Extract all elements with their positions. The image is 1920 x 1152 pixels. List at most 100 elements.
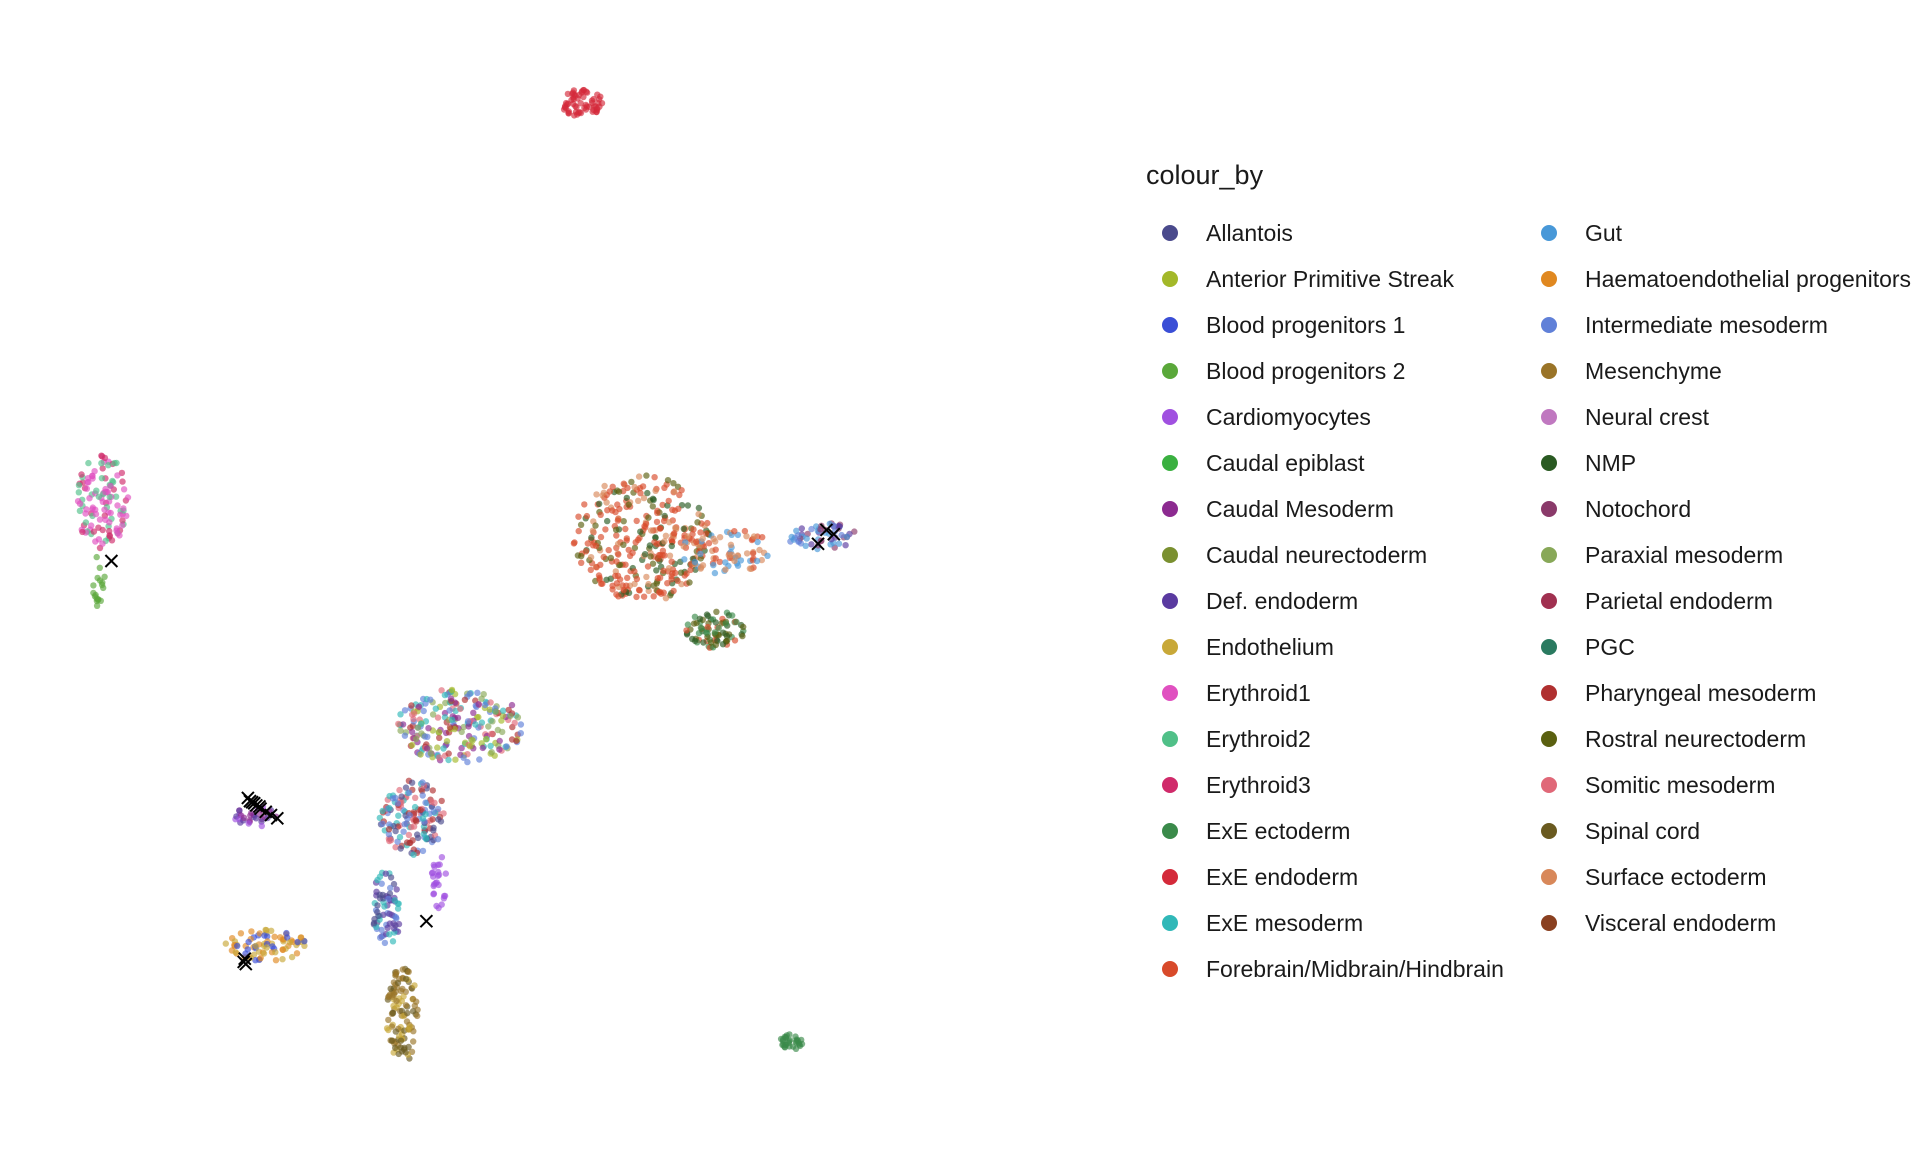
scatter-point [244, 946, 251, 953]
legend-swatch [1541, 639, 1557, 655]
scatter-point [376, 891, 383, 898]
scatter-point [691, 558, 699, 566]
scatter-point [101, 506, 108, 513]
scatter-point [788, 533, 795, 541]
scatter-point [422, 799, 429, 806]
legend-item: Notochord [1541, 486, 1911, 532]
scatter-point [710, 561, 717, 569]
scatter-point [441, 892, 449, 900]
legend-item: Gut [1541, 210, 1911, 256]
scatter-point [405, 1043, 412, 1051]
scatter-point [637, 490, 644, 497]
scatter-point [402, 1049, 409, 1056]
scatter-point [395, 720, 402, 728]
scatter-point [645, 514, 652, 521]
scatter-point [390, 1002, 397, 1010]
scatter-point [107, 482, 114, 490]
legend-label: Spinal cord [1585, 817, 1701, 844]
legend-swatch [1541, 409, 1557, 425]
scatter-point [604, 517, 611, 525]
scatter-point [466, 743, 474, 750]
scatter-point [82, 510, 89, 517]
legend-swatch [1541, 271, 1557, 287]
scatter-point [711, 629, 719, 636]
scatter-point [614, 501, 621, 508]
scatter-point [517, 730, 524, 737]
scatter-point [592, 522, 599, 529]
scatter-point [445, 756, 452, 764]
legend-swatch [1162, 777, 1178, 793]
legend-item: Anterior Primitive Streak [1162, 256, 1504, 302]
scatter-point [649, 503, 656, 510]
scatter-point [507, 712, 514, 720]
scatter-point [90, 582, 97, 589]
scatter-point [93, 602, 101, 609]
scatter-point [429, 869, 436, 876]
legend-swatch [1541, 869, 1557, 885]
highlight-marker [104, 554, 119, 568]
scatter-point [668, 558, 675, 565]
scatter-point [245, 938, 252, 946]
scatter-point [631, 483, 638, 491]
scatter-point [578, 88, 586, 95]
scatter-point [398, 1007, 406, 1015]
scatter-point [808, 541, 815, 548]
scatter-point [421, 733, 429, 740]
legend-swatch [1541, 777, 1557, 793]
legend-label: Haematoendothelial progenitors [1585, 265, 1912, 292]
scatter-point [482, 735, 490, 743]
scatter-point [232, 949, 239, 956]
point-cluster [74, 452, 132, 552]
legend-swatch [1162, 961, 1178, 977]
legend-item: Parietal endoderm [1541, 578, 1911, 624]
scatter-point [408, 823, 415, 831]
highlight-marker [270, 811, 285, 825]
scatter-point [410, 851, 417, 858]
scatter-point [419, 847, 427, 855]
legend-swatch [1162, 731, 1178, 747]
scatter-point [665, 497, 672, 505]
legend-label: Erythroid3 [1206, 771, 1311, 798]
scatter-point [89, 472, 96, 480]
legend-label: PGC [1585, 633, 1635, 660]
legend-label: Intermediate mesoderm [1585, 311, 1828, 338]
scatter-point [411, 982, 418, 989]
scatter-point [694, 519, 701, 526]
scatter-point [408, 728, 416, 736]
scatter-point [397, 727, 404, 734]
scatter-point [475, 701, 482, 708]
scatter-point [99, 579, 106, 586]
scatter-point [434, 714, 442, 721]
scatter-point [394, 905, 402, 912]
scatter-point [401, 732, 409, 739]
legend-label: Notochord [1585, 495, 1692, 522]
scatter-point [120, 486, 128, 493]
legend-label: Def. endoderm [1206, 587, 1359, 614]
scatter-point [90, 528, 98, 535]
legend-item: Neural crest [1541, 394, 1911, 440]
scatter-point [582, 548, 590, 555]
scatter-point [417, 751, 424, 758]
scatter-point [425, 725, 432, 732]
scatter-point [445, 750, 452, 757]
scatter-point [632, 539, 639, 546]
scatter-point [779, 1036, 787, 1043]
scatter-point [458, 728, 465, 736]
highlight-marker [238, 951, 252, 966]
legend-swatch [1162, 271, 1178, 287]
scatter-point [687, 566, 694, 574]
legend-label: Caudal neurectoderm [1206, 541, 1428, 568]
scatter-point [637, 528, 644, 535]
scatter-point [260, 950, 268, 957]
scatter-point [603, 499, 610, 506]
legend-swatch [1541, 501, 1557, 517]
scatter-point [385, 1026, 392, 1034]
scatter-point [269, 943, 276, 950]
legend-label: Paraxial mesoderm [1585, 541, 1784, 568]
highlight-marker [243, 794, 257, 808]
scatter-point [124, 494, 132, 501]
scatter-point [404, 1009, 411, 1017]
scatter-point [410, 1038, 417, 1045]
scatter-point [737, 557, 745, 564]
point-cluster [376, 777, 447, 858]
